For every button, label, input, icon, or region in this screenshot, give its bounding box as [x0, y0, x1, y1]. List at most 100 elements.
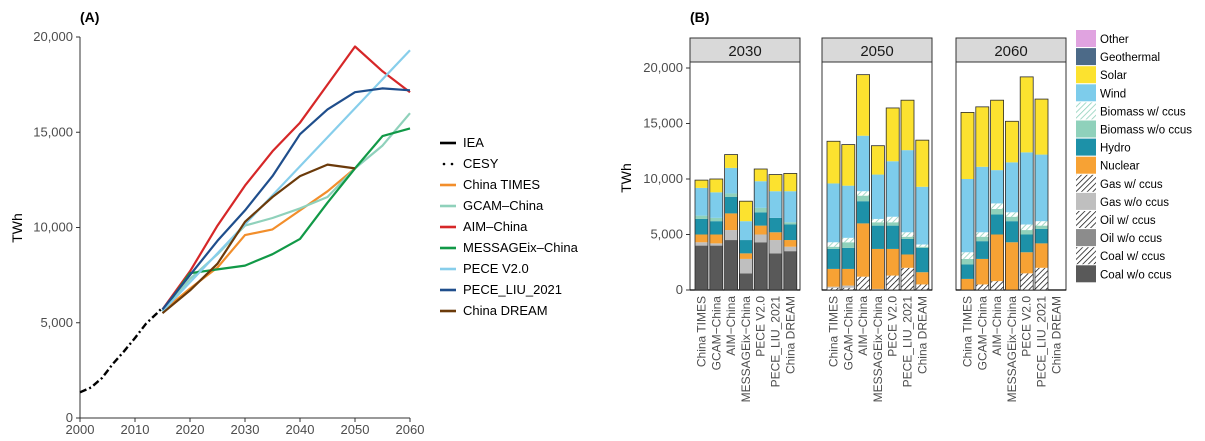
panel-b-x-tick-label: AIM−China [856, 296, 870, 356]
bar-segment-coal-w-o-ccus [739, 273, 753, 290]
bar-segment-wind [783, 191, 797, 223]
bar-segment-solar [961, 112, 974, 179]
bar-segment-wind [1005, 162, 1019, 213]
series-line-china-dream [161, 163, 356, 315]
panel-b-x-tick-label: China DREAM [1049, 296, 1063, 374]
bar-outline [885, 107, 900, 291]
legend-swatch-biomass-w-ccus [1076, 102, 1096, 120]
legend-label-coal-w-ccus: Coal w/ ccus [1100, 251, 1165, 263]
bar-segment-wind [841, 185, 855, 238]
bar-outline [709, 178, 724, 291]
bar-segment-biomass-w-o-ccus [856, 195, 870, 202]
panel-b-x-tick-label: GCAM−China [841, 296, 855, 371]
bar-segment-nuclear [1020, 252, 1034, 274]
bar-segment-gas-w-o-ccus [695, 242, 708, 246]
bar-segment-wind [724, 167, 738, 194]
bar-segment-nuclear [754, 225, 768, 235]
panel-b: (B) TWh 0 5,000 10,000 15,000 20,000 2030 Chi… [618, 9, 1192, 402]
legend-label-hydro: Hydro [1100, 143, 1131, 155]
panel-a-label: (A) [80, 9, 99, 25]
bar-segment-gas-w-o-ccus [783, 246, 797, 252]
bar-segment-nuclear [695, 234, 708, 243]
bar-segment-biomass-w-o-ccus [961, 258, 974, 265]
bar-segment-nuclear [1035, 243, 1048, 268]
facet-2060: 2060 China TIMES GCAM−China AIM−China MESSAG… [955, 37, 1067, 402]
bar-segment-gas-w-o-ccus [841, 285, 855, 288]
legend-label-solar: Solar [1100, 70, 1127, 82]
bar-segment-coal-w-o-ccus [769, 253, 782, 290]
panel-a-y-axis-label: TWh [9, 213, 25, 243]
panel-a-x-tick-label: 2050 [341, 422, 370, 437]
bar-segment-hydro [739, 240, 753, 254]
panel-a-y-tick-label: 15,000 [33, 124, 73, 139]
bar-outline [826, 140, 841, 291]
legend-label-geothermal: Geothermal [1100, 52, 1160, 64]
series-line-pece-liu-2021 [161, 87, 411, 311]
bar-segment-gas-w-o-ccus [827, 286, 840, 288]
bar-segment-solar [754, 169, 768, 182]
facet-strip-label: 2030 [728, 43, 761, 60]
bar-segment-biomass-w-ccus [871, 218, 885, 223]
bar-segment-nuclear [1005, 242, 1019, 290]
legend-swatch-nuclear [1076, 156, 1096, 174]
bar-segment-wind [1035, 154, 1048, 222]
bar-segment-nuclear [961, 278, 974, 290]
panel-a-x-tick-label: 2010 [121, 422, 150, 437]
bar-segment-solar [783, 173, 797, 192]
bar-outline [753, 168, 768, 291]
panel-a-lines [79, 45, 411, 394]
bar-segment-wind [901, 150, 914, 233]
bar-segment-gas-w-ccus [1020, 273, 1034, 282]
bar-segment-hydro [695, 218, 708, 235]
bar-segment-wind [1020, 152, 1034, 225]
bar-outline [841, 144, 856, 291]
bar-segment-gas-w-o-ccus [709, 243, 723, 246]
series-line-messageix-china [161, 127, 411, 312]
bar-outline [990, 99, 1004, 291]
bar-segment-coal-w-o-ccus [724, 240, 738, 290]
legend-key-cesy [450, 162, 454, 166]
bar-segment-coal-w-ccus [915, 285, 929, 290]
bar-segment-coal-w-ccus [841, 287, 855, 290]
panel-a-y-tick-label: 0 [66, 410, 73, 425]
bar-segment-hydro [1035, 228, 1048, 244]
bar-segment-biomass-w-o-ccus [724, 193, 738, 197]
bar-segment-biomass-w-ccus [915, 244, 929, 247]
bar-segment-solar [990, 100, 1004, 171]
bar-segment-solar [915, 140, 929, 187]
bar-segment-biomass-w-ccus [1020, 224, 1034, 231]
bar-segment-solar [724, 154, 738, 168]
panel-a-y-tick-label: 5,000 [40, 315, 73, 330]
bar-segment-coal-w-ccus [901, 276, 914, 290]
bar-segment-gas-w-ccus [901, 267, 914, 277]
bar-segment-biomass-w-o-ccus [1005, 216, 1019, 222]
bar-segment-solar [1020, 76, 1034, 153]
bar-segment-solar [827, 141, 840, 184]
bar-segment-wind [886, 161, 900, 217]
legend-label-biomass-w-o-ccus: Biomass w/o ccus [1100, 125, 1192, 137]
bar-segment-hydro [961, 264, 974, 279]
bar-segment-biomass-w-o-ccus [827, 246, 840, 249]
panel-b-x-tick-label: China TIMES [695, 296, 709, 367]
legend-swatch-biomass-w-o-ccus [1076, 120, 1096, 138]
bar-segment-wind [754, 181, 768, 208]
bar-segment-nuclear [769, 232, 782, 241]
bar-segment-solar [709, 179, 723, 193]
bar-segment-biomass-w-o-ccus [975, 236, 989, 242]
bar-segment-coal-w-o-ccus [695, 245, 708, 290]
bar-segment-solar [1035, 99, 1048, 155]
panel-b-x-tick-label: MESSAGEix−China [871, 296, 885, 403]
bar-segment-wind [990, 170, 1004, 204]
panel-b-x-tick-label: PECE_LIU_2021 [1035, 296, 1049, 388]
bar-segment-biomass-w-o-ccus [709, 217, 723, 222]
panel-b-y-axis-label: TWh [618, 163, 634, 193]
facet-strip [689, 37, 801, 63]
bar-segment-biomass-w-ccus [827, 242, 840, 247]
legend-swatch-oil-w-o-ccus [1076, 229, 1096, 247]
panel-a-x-tick-label: 2020 [176, 422, 205, 437]
legend-label-oil-w-o-ccus: Oil w/o ccus [1100, 233, 1162, 245]
bar-segment-coal-w-ccus [1020, 281, 1034, 290]
bar-segment-coal-w-o-ccus [709, 245, 723, 290]
panel-b-x-tick-label: AIM−China [724, 296, 738, 356]
bar-segment-coal-w-ccus [886, 282, 900, 290]
